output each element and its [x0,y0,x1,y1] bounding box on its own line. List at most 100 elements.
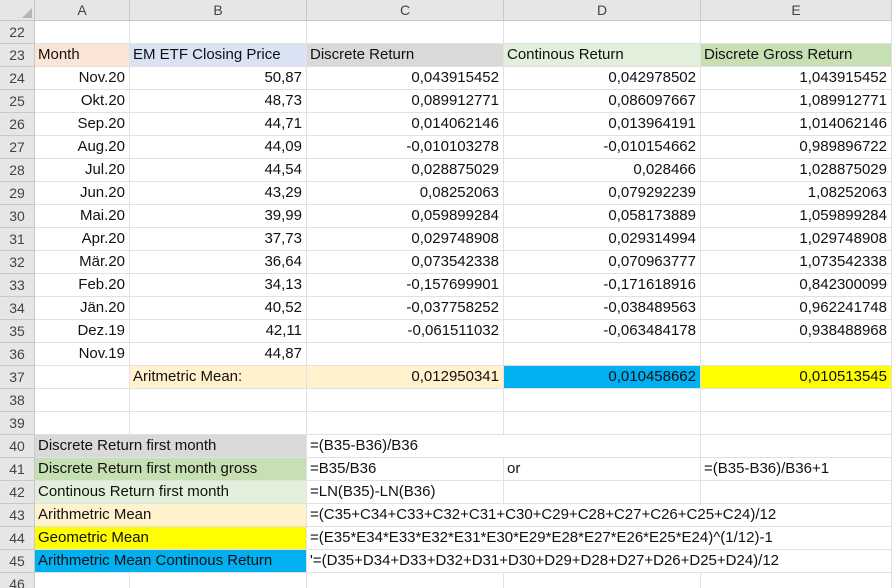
row-header[interactable]: 37 [0,366,35,389]
month-cell[interactable]: Nov.19 [35,343,130,366]
month-cell[interactable]: Mai.20 [35,205,130,228]
note-label-cell[interactable]: Arithmetric Mean Continous Return [35,550,307,573]
continous-cell[interactable]: 0,070963777 [504,251,701,274]
price-cell[interactable]: 44,54 [130,159,307,182]
row-header[interactable]: 26 [0,113,35,136]
gross-cell[interactable]: 0,989896722 [701,136,892,159]
continous-cell[interactable]: 0,079292239 [504,182,701,205]
note-label-cell[interactable]: Discrete Return first month gross [35,458,307,481]
continous-cell[interactable]: 0,042978502 [504,67,701,90]
row-header[interactable]: 35 [0,320,35,343]
month-cell[interactable]: Feb.20 [35,274,130,297]
price-cell[interactable]: 42,11 [130,320,307,343]
discrete-cell[interactable]: -0,157699901 [307,274,504,297]
gross-cell[interactable]: 1,073542338 [701,251,892,274]
price-cell[interactable]: 50,87 [130,67,307,90]
cell[interactable] [504,481,701,504]
row-header[interactable]: 34 [0,297,35,320]
discrete-cell[interactable]: 0,028875029 [307,159,504,182]
mean-label-cell[interactable]: Aritmetric Mean: [130,366,307,389]
gross-cell[interactable]: 1,014062146 [701,113,892,136]
cell[interactable] [701,389,892,412]
note-label-cell[interactable]: Continous Return first month [35,481,307,504]
cell[interactable] [35,573,130,588]
formula-cell[interactable]: =B35/B36 [307,458,504,481]
note-label-cell[interactable]: Arithmetric Mean [35,504,307,527]
cell[interactable] [504,435,701,458]
discrete-cell[interactable]: -0,061511032 [307,320,504,343]
row-header[interactable]: 45 [0,550,35,573]
note-label-cell[interactable]: Geometric Mean [35,527,307,550]
discrete-cell[interactable]: 0,08252063 [307,182,504,205]
discrete-cell[interactable]: 0,029748908 [307,228,504,251]
cell[interactable] [130,389,307,412]
discrete-cell[interactable]: -0,037758252 [307,297,504,320]
gross-cell[interactable]: 1,08252063 [701,182,892,205]
row-header[interactable]: 33 [0,274,35,297]
month-cell[interactable]: Dez.19 [35,320,130,343]
cell[interactable] [130,21,307,44]
month-cell[interactable]: Okt.20 [35,90,130,113]
continous-cell[interactable]: -0,038489563 [504,297,701,320]
continous-cell[interactable]: -0,171618916 [504,274,701,297]
price-cell[interactable]: 40,52 [130,297,307,320]
select-all-corner[interactable] [0,0,35,21]
row-header[interactable]: 28 [0,159,35,182]
cell[interactable] [307,412,504,435]
gross-cell[interactable]: 1,028875029 [701,159,892,182]
row-header[interactable]: 23 [0,44,35,67]
price-cell[interactable]: 48,73 [130,90,307,113]
gross-cell[interactable]: 0,938488968 [701,320,892,343]
cell[interactable] [701,412,892,435]
row-header[interactable]: 29 [0,182,35,205]
gross-cell[interactable]: 0,842300099 [701,274,892,297]
discrete-cell[interactable]: -0,010103278 [307,136,504,159]
discrete-header-cell[interactable]: Discrete Return [307,44,504,67]
gross-cell[interactable]: 0,962241748 [701,297,892,320]
alt-formula-cell[interactable]: =(B35-B36)/B36+1 [701,458,892,481]
cell[interactable] [35,366,130,389]
discrete-cell[interactable] [307,343,504,366]
continous-cell[interactable]: 0,028466 [504,159,701,182]
discrete-cell[interactable]: 0,043915452 [307,67,504,90]
note-label-cell[interactable]: Discrete Return first month [35,435,307,458]
month-cell[interactable]: Sep.20 [35,113,130,136]
column-header-d[interactable]: D [504,0,701,21]
price-cell[interactable]: 37,73 [130,228,307,251]
price-cell[interactable]: 44,09 [130,136,307,159]
formula-cell[interactable]: =(B35-B36)/B36 [307,435,504,458]
row-header[interactable]: 42 [0,481,35,504]
price-cell[interactable]: 34,13 [130,274,307,297]
row-header[interactable]: 39 [0,412,35,435]
price-cell[interactable]: 39,99 [130,205,307,228]
cell[interactable] [504,412,701,435]
price-cell[interactable]: 44,71 [130,113,307,136]
gross-cell[interactable] [701,343,892,366]
cell[interactable] [35,21,130,44]
continous-header-cell[interactable]: Continous Return [504,44,701,67]
column-header-c[interactable]: C [307,0,504,21]
discrete-cell[interactable]: 0,059899284 [307,205,504,228]
formula-cell[interactable]: =(E35*E34*E33*E32*E31*E30*E29*E28*E27*E2… [307,527,892,550]
continous-cell[interactable] [504,343,701,366]
cell[interactable] [701,21,892,44]
continous-cell[interactable]: -0,063484178 [504,320,701,343]
cell[interactable] [35,389,130,412]
cell[interactable] [307,573,504,588]
continous-cell[interactable]: 0,086097667 [504,90,701,113]
cell[interactable] [701,573,892,588]
month-cell[interactable]: Apr.20 [35,228,130,251]
month-cell[interactable]: Jun.20 [35,182,130,205]
continous-cell[interactable]: -0,010154662 [504,136,701,159]
row-header[interactable]: 43 [0,504,35,527]
continous-cell[interactable]: 0,029314994 [504,228,701,251]
row-header[interactable]: 24 [0,67,35,90]
discrete-cell[interactable]: 0,089912771 [307,90,504,113]
row-header[interactable]: 46 [0,573,35,588]
month-header-cell[interactable]: Month [35,44,130,67]
cell[interactable] [701,481,892,504]
gross-cell[interactable]: 1,043915452 [701,67,892,90]
cell[interactable] [307,389,504,412]
row-header[interactable]: 27 [0,136,35,159]
month-cell[interactable]: Nov.20 [35,67,130,90]
